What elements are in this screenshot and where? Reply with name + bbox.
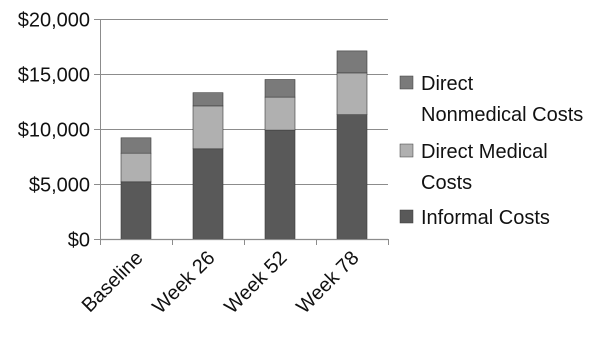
x-tick-label: Week 52	[220, 247, 291, 318]
legend-swatch	[399, 209, 414, 224]
bar-segment-direct-nonmedical-costs	[264, 79, 296, 98]
x-tick-label: Week 78	[292, 247, 363, 318]
legend-label-line: Costs	[421, 172, 472, 194]
axes	[94, 19, 389, 245]
bar-segment-direct-medical-costs	[192, 105, 224, 150]
bar-segment-informal-costs	[192, 148, 224, 240]
x-tick-labels: Baseline Week 26 Week 52 Week 78	[78, 247, 364, 318]
legend-entry-informal-costs: Informal Costs	[421, 207, 550, 229]
x-tick-label: Baseline	[78, 247, 148, 317]
legend-label-line: Informal Costs	[421, 207, 550, 229]
bars	[120, 50, 368, 240]
legend-swatch	[399, 143, 414, 158]
legend-label-line: Nonmedical Costs	[421, 104, 583, 126]
legend-swatch	[399, 75, 414, 90]
bar-segment-informal-costs	[264, 129, 296, 240]
x-tick-label: Week 26	[148, 247, 219, 318]
legend-entry-direct-medical-costs: Direct Medical Costs	[421, 141, 548, 194]
bar-segment-direct-medical-costs	[264, 96, 296, 131]
y-tick-label: $20,000	[18, 10, 90, 32]
bar-segment-direct-medical-costs	[336, 72, 368, 116]
bar-segment-informal-costs	[120, 181, 152, 240]
bar-segment-direct-nonmedical-costs	[336, 50, 368, 74]
legend-label-line: Direct	[421, 73, 474, 95]
bar-segment-direct-nonmedical-costs	[192, 92, 224, 107]
y-tick-label: $5,000	[29, 175, 90, 197]
y-tick-label: $10,000	[18, 120, 90, 142]
legend-label-line: Direct Medical	[421, 141, 548, 163]
y-tick-label: $15,000	[18, 65, 90, 87]
legend-entry-direct-nonmedical-costs: Direct Nonmedical Costs	[421, 73, 583, 126]
bar-segment-direct-nonmedical-costs	[120, 137, 152, 154]
legend: Direct Nonmedical Costs Direct Medical Cost…	[399, 73, 583, 229]
y-tick-labels: $0 $5,000 $10,000 $15,000 $20,000	[18, 10, 90, 252]
bar-segment-direct-medical-costs	[120, 152, 152, 183]
y-tick-label: $0	[68, 230, 90, 252]
bar-segment-informal-costs	[336, 114, 368, 240]
